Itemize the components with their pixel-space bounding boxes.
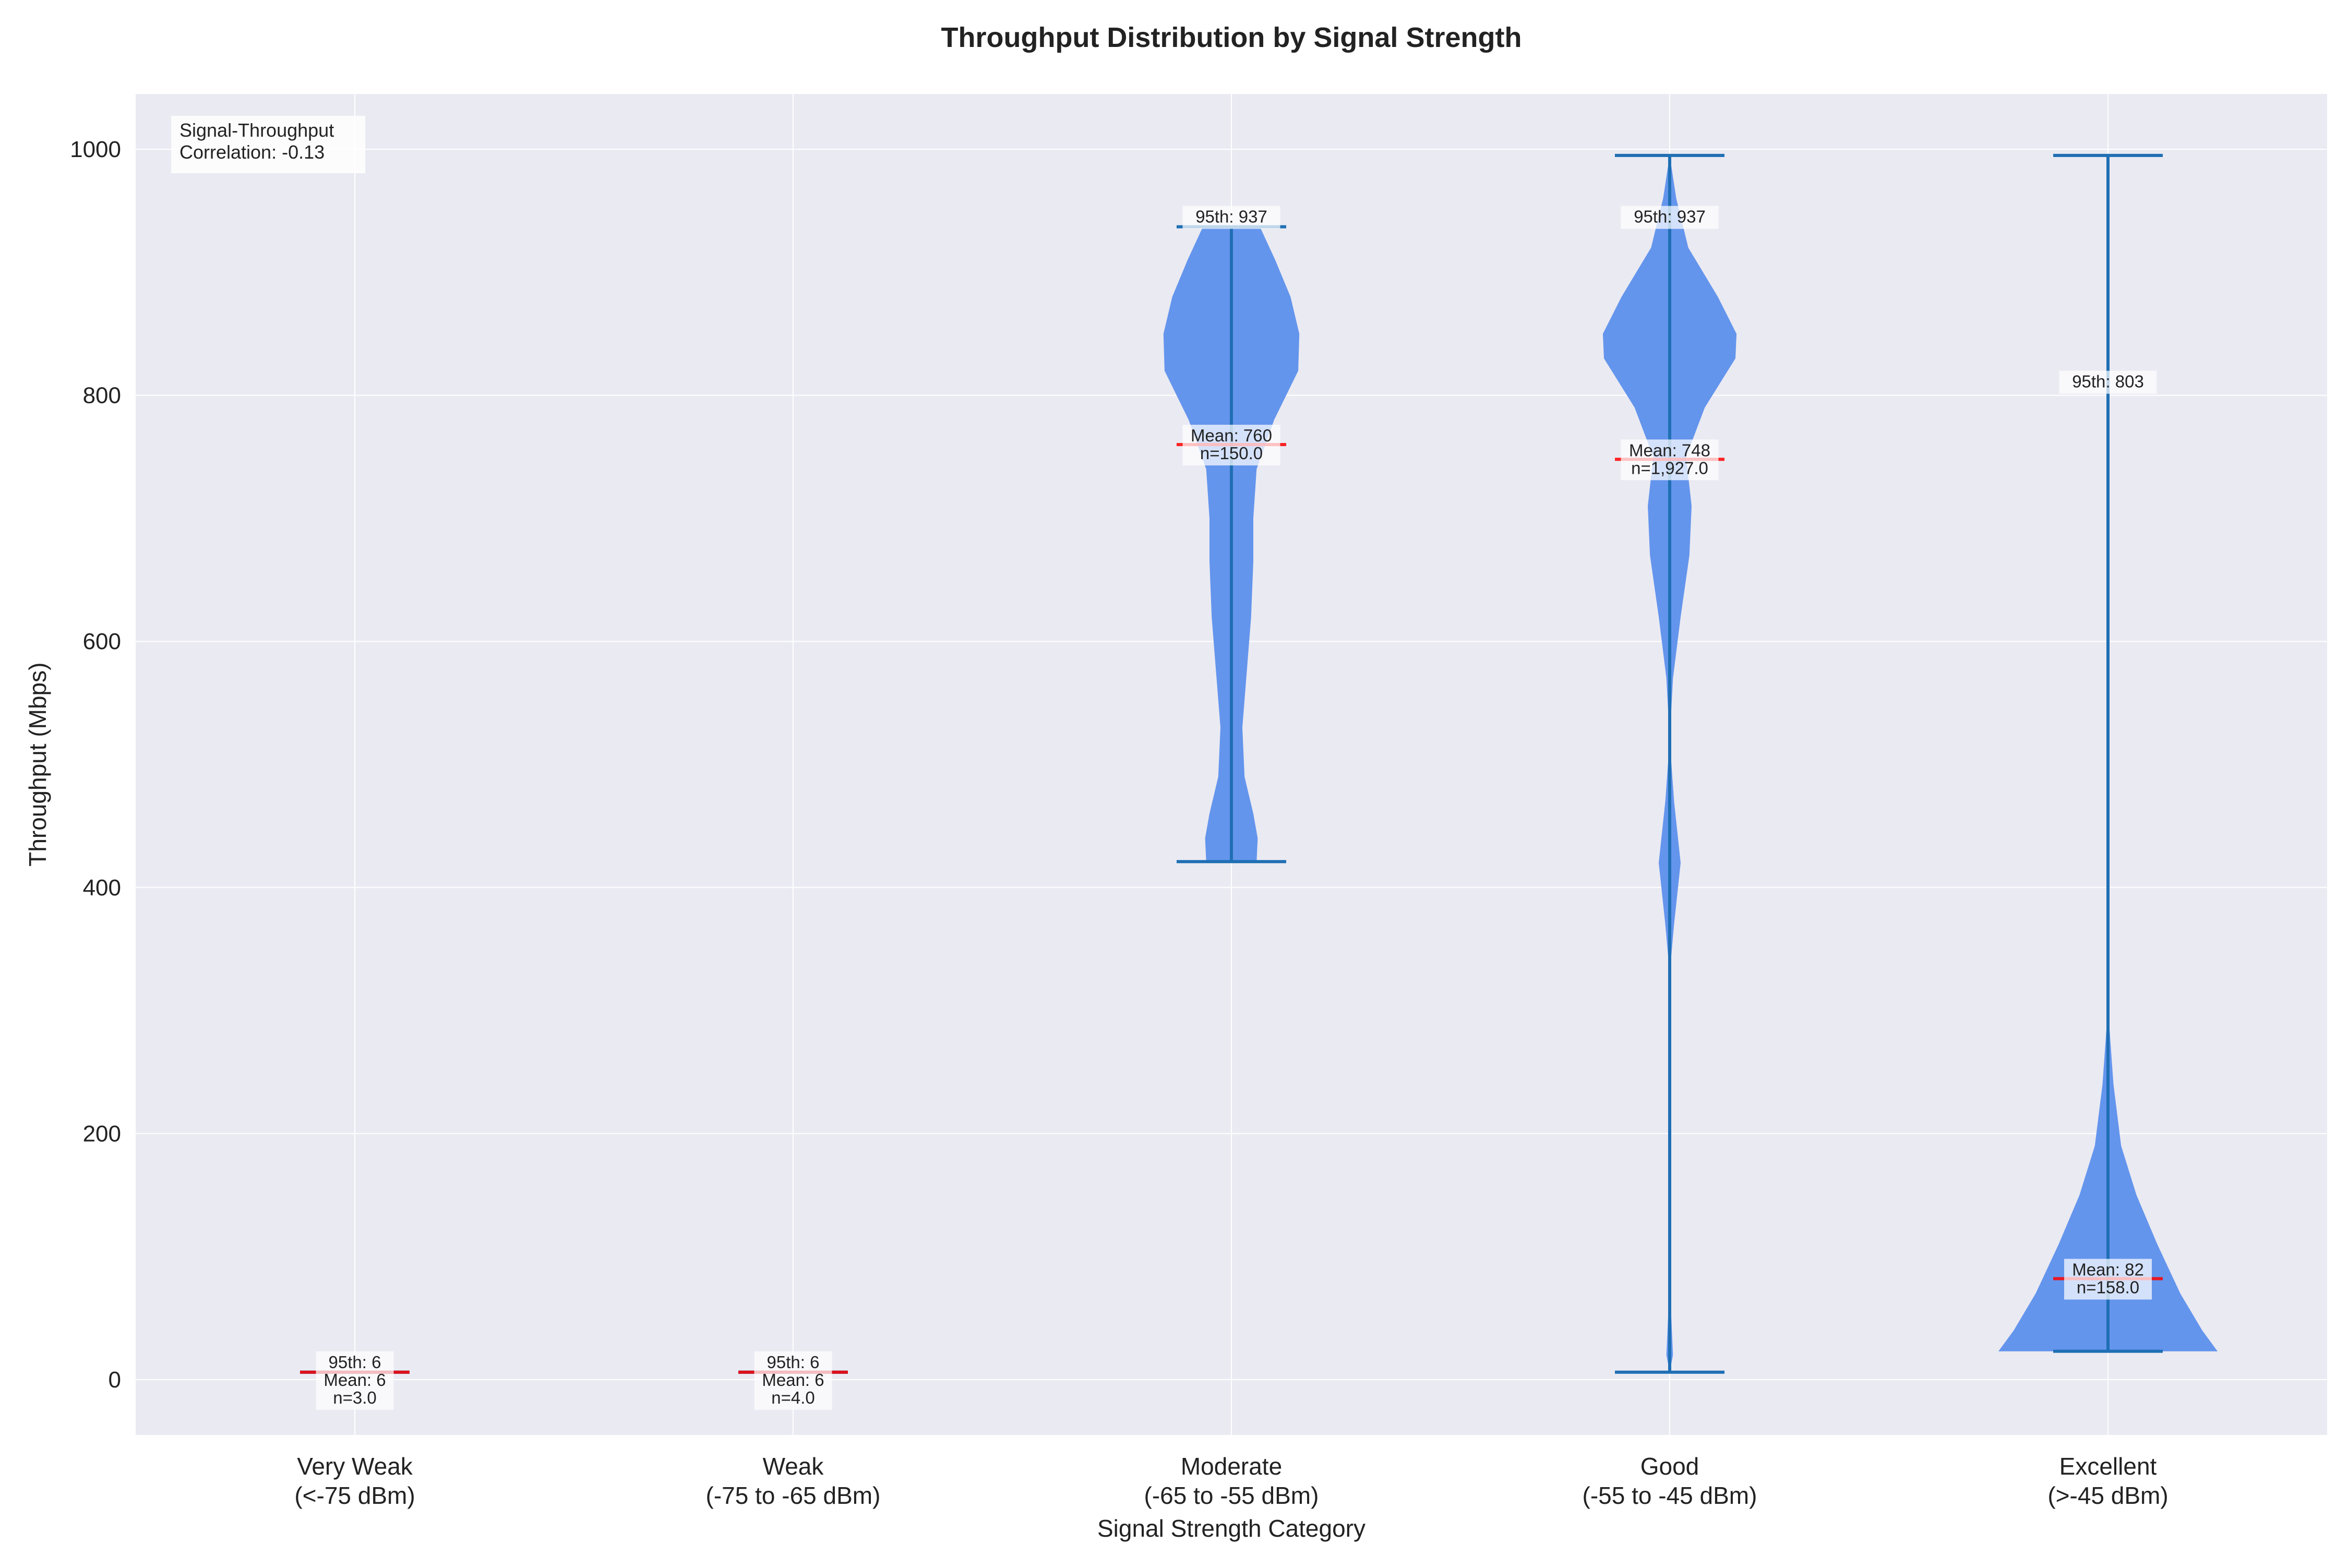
mean-n-label: Mean: 760 — [1191, 426, 1272, 445]
p95-label-box — [1182, 206, 1280, 229]
x-tick-sublabel: (-55 to -45 dBm) — [1583, 1482, 1757, 1509]
p95-label-box — [2059, 370, 2157, 394]
stat-label: Mean: 6 — [762, 1370, 824, 1390]
stat-label: 95th: 6 — [329, 1352, 381, 1372]
stat-label-box — [754, 1351, 832, 1410]
y-tick-label: 0 — [109, 1367, 121, 1393]
x-tick-label: Moderate — [1181, 1453, 1282, 1480]
mean-n-label: n=150.0 — [1200, 444, 1263, 463]
p95-label: 95th: 803 — [2072, 372, 2144, 391]
y-tick-label: 800 — [83, 383, 121, 409]
y-tick-label: 600 — [83, 629, 121, 654]
stat-label: Mean: 6 — [324, 1370, 386, 1390]
x-tick-label: Good — [1640, 1453, 1699, 1480]
mean-n-label-box — [1621, 439, 1719, 481]
correlation-text-line1: Signal-Throughput — [179, 119, 334, 141]
mean-n-label: n=158.0 — [2077, 1278, 2139, 1297]
y-tick-label: 400 — [83, 875, 121, 901]
y-tick-label: 200 — [83, 1121, 121, 1146]
p95-label: 95th: 937 — [1634, 207, 1706, 226]
axes: 0 200 400 600 800 1000 Very Weak(<-75 dBm) Weak… — [70, 137, 2169, 1509]
x-tick-sublabel: (<-75 dBm) — [294, 1482, 415, 1509]
chart-title: Throughput Distribution by Signal Streng… — [941, 22, 1522, 53]
x-tick-sublabel: (-65 to -55 dBm) — [1144, 1482, 1319, 1509]
x-tick-sublabel: (-75 to -65 dBm) — [706, 1482, 881, 1509]
mean-n-label-box — [1182, 424, 1280, 465]
correlation-box — [171, 116, 365, 173]
stat-label: 95th: 6 — [767, 1352, 820, 1372]
x-tick-sublabel: (>-45 dBm) — [2047, 1482, 2168, 1509]
mean-n-label: Mean: 82 — [2072, 1260, 2144, 1279]
mean-n-label-box — [2064, 1259, 2152, 1300]
y-axis-label: Throughput (Mbps) — [24, 662, 51, 866]
stat-label-box — [316, 1351, 394, 1410]
x-tick-label: Weak — [763, 1453, 824, 1480]
stat-label: n=3.0 — [333, 1388, 377, 1407]
p95-label: 95th: 937 — [1195, 207, 1267, 226]
p95-label-box — [1621, 206, 1719, 229]
x-tick-label: Very Weak — [297, 1453, 413, 1480]
stat-label: n=4.0 — [771, 1388, 815, 1407]
x-axis-label: Signal Strength Category — [1097, 1515, 1365, 1542]
mean-n-label: Mean: 748 — [1629, 440, 1710, 460]
y-tick-label: 1000 — [70, 137, 121, 162]
mean-n-label: n=1,927.0 — [1631, 458, 1708, 477]
correlation-text-line2: Correlation: -0.13 — [179, 141, 325, 163]
x-tick-label: Excellent — [2059, 1453, 2157, 1480]
